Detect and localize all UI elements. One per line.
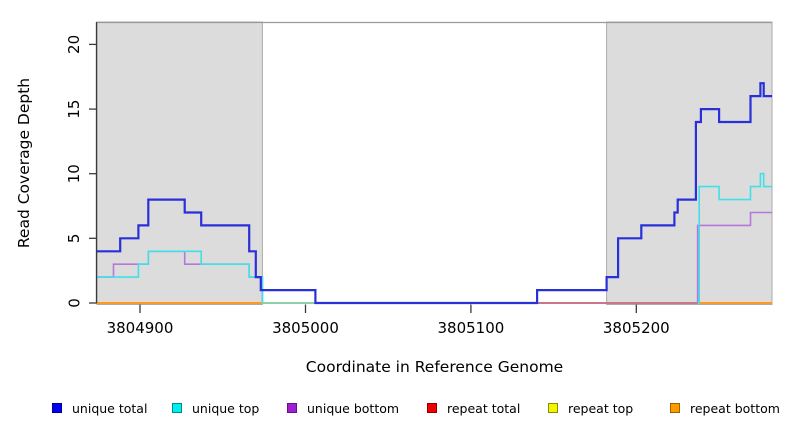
legend-label: repeat top xyxy=(568,400,634,416)
right-repeat-region xyxy=(606,21,773,305)
series-lines-group xyxy=(97,82,772,305)
legend-label: unique bottom xyxy=(307,400,400,416)
x-tick-label: 3804900 xyxy=(107,319,174,337)
y-axis-title: Read Coverage Depth xyxy=(15,77,33,249)
x-tick-label: 3805200 xyxy=(603,319,670,337)
legend-swatch-unique-top xyxy=(172,403,182,413)
legend-item-repeat-top: repeat top xyxy=(548,399,633,417)
legend-item-unique-top: unique top xyxy=(172,399,259,417)
legend-label: repeat total xyxy=(447,400,521,416)
legend: unique total unique top unique bottom repea… xyxy=(0,399,792,423)
legend-swatch-repeat-total xyxy=(427,403,437,413)
x-tick-label: 3805100 xyxy=(437,319,504,337)
legend-swatch-unique-bottom xyxy=(287,403,297,413)
legend-item-unique-bottom: unique bottom xyxy=(287,399,399,417)
x-tick-label: 3805000 xyxy=(272,319,339,337)
y-tick-label: 15 xyxy=(65,100,83,119)
legend-item-unique-total: unique total xyxy=(52,399,147,417)
legend-swatch-repeat-top xyxy=(548,403,558,413)
y-tick-label: 10 xyxy=(65,164,83,183)
axes-group xyxy=(89,22,637,313)
legend-item-repeat-total: repeat total xyxy=(427,399,520,417)
series-line-unique-total xyxy=(97,82,772,305)
legend-label: unique total xyxy=(72,400,148,416)
legend-swatch-unique-total xyxy=(52,403,62,413)
legend-swatch-repeat-bottom xyxy=(670,403,680,413)
legend-label: unique top xyxy=(192,400,260,416)
legend-label: repeat bottom xyxy=(690,400,780,416)
tick-labels-group: 0 5 10 15 20 3804900 3805000 3805100 3805200 xyxy=(65,35,669,337)
y-tick-label: 20 xyxy=(65,35,83,54)
shaded-regions-group xyxy=(96,21,773,305)
legend-item-repeat-bottom: repeat bottom xyxy=(670,399,780,417)
left-repeat-region xyxy=(96,21,263,305)
y-tick-label: 5 xyxy=(65,234,83,244)
y-tick-label: 0 xyxy=(65,298,83,308)
x-axis-title: Coordinate in Reference Genome xyxy=(305,358,564,376)
